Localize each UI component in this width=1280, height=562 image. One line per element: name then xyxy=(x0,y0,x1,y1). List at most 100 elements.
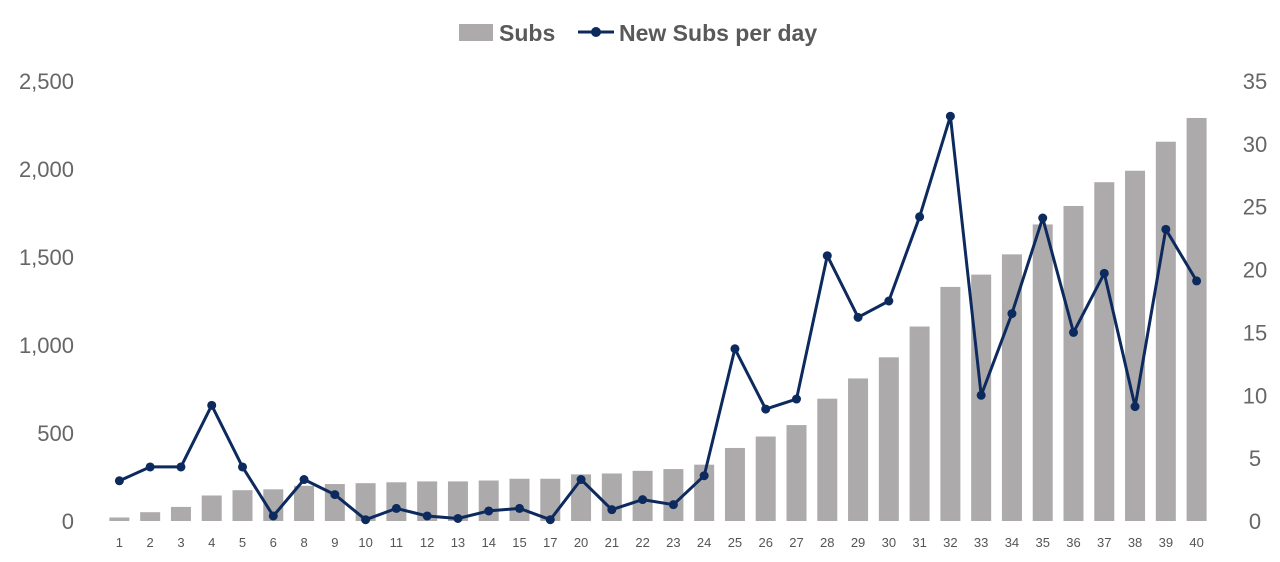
x-tick-label: 36 xyxy=(1066,535,1080,550)
new-subs-per-day-point xyxy=(1192,276,1202,286)
new-subs-per-day-point xyxy=(453,513,463,523)
subs-bar xyxy=(909,326,930,521)
x-tick-label: 1 xyxy=(116,535,123,550)
x-tick-label: 35 xyxy=(1035,535,1049,550)
subs-bar xyxy=(109,517,130,521)
new-subs-per-day-point xyxy=(822,251,832,261)
x-tick-label: 11 xyxy=(390,535,404,550)
subs-bar xyxy=(201,495,222,521)
subs-bar xyxy=(355,483,376,521)
legend-label-new-subs-per-day: New Subs per day xyxy=(619,20,817,46)
new-subs-per-day-point xyxy=(884,296,894,306)
new-subs-per-day-point xyxy=(1038,213,1048,223)
y-left-tick-label: 2,500 xyxy=(19,69,74,94)
y-right-tick-label: 20 xyxy=(1243,258,1267,283)
subs-bar xyxy=(509,478,530,521)
subs-bar xyxy=(1155,141,1176,521)
x-tick-label: 9 xyxy=(331,535,338,550)
new-subs-per-day-point xyxy=(484,506,494,516)
x-tick-label: 20 xyxy=(574,535,588,550)
x-tick-label: 38 xyxy=(1128,535,1142,550)
y-left-tick-label: 0 xyxy=(62,509,74,534)
subs-bar xyxy=(786,425,807,521)
x-tick-label: 10 xyxy=(358,535,372,550)
new-subs-per-day-point xyxy=(1099,268,1109,278)
x-tick-label: 2 xyxy=(147,535,154,550)
x-tick-label: 25 xyxy=(728,535,742,550)
subs-bar xyxy=(817,398,838,521)
new-subs-per-day-point xyxy=(515,503,524,513)
x-tick-label: 12 xyxy=(420,535,434,550)
subs-bar xyxy=(294,485,315,521)
legend-swatch-new-subs-marker xyxy=(591,27,601,37)
y-axis-right: 0 5 10 15 20 25 30 35 xyxy=(1243,69,1267,534)
new-subs-per-day-point xyxy=(391,503,401,513)
y-right-tick-label: 15 xyxy=(1243,320,1267,345)
subs-bar xyxy=(232,490,253,521)
x-tick-label: 6 xyxy=(270,535,277,550)
x-tick-label: 33 xyxy=(974,535,988,550)
subs-bar xyxy=(1001,254,1022,522)
new-subs-per-day-series xyxy=(114,111,1202,525)
subs-bar xyxy=(1032,224,1053,521)
legend: Subs New Subs per day xyxy=(459,20,817,46)
new-subs-per-day-point xyxy=(176,462,186,472)
new-subs-per-day-point xyxy=(114,476,124,486)
x-tick-label: 14 xyxy=(481,535,495,550)
subs-bar xyxy=(940,286,961,521)
subs-bar xyxy=(417,481,438,521)
new-subs-per-day-point xyxy=(1130,402,1140,412)
x-tick-label: 15 xyxy=(512,535,526,550)
x-tick-label: 34 xyxy=(1005,535,1019,550)
new-subs-per-day-point xyxy=(638,495,648,505)
new-subs-per-day-point xyxy=(945,111,955,121)
x-axis: 1 2 3 4 5 6 8 9 10 11 12 13 14 15 17 20 21 22 23 24 25 26 27 28… xyxy=(116,535,1204,550)
new-subs-per-day-point xyxy=(145,462,155,472)
x-tick-label: 13 xyxy=(451,535,465,550)
subs-bar xyxy=(140,512,161,521)
y-right-tick-label: 10 xyxy=(1243,383,1267,408)
subs-bar xyxy=(1125,170,1146,521)
subs-bar xyxy=(848,378,869,521)
new-subs-per-day-point xyxy=(422,511,432,521)
new-subs-per-day-point xyxy=(915,212,925,222)
y-left-tick-label: 500 xyxy=(37,421,74,446)
new-subs-per-day-point xyxy=(761,404,771,414)
y-right-tick-label: 5 xyxy=(1249,446,1261,471)
new-subs-per-day-point xyxy=(576,475,586,485)
new-subs-per-day-point xyxy=(299,475,309,485)
new-subs-per-day-point xyxy=(1007,309,1017,319)
subs-bar xyxy=(878,357,899,521)
legend-label-subs: Subs xyxy=(499,20,555,46)
x-tick-label: 17 xyxy=(543,535,557,550)
x-tick-label: 28 xyxy=(820,535,834,550)
subs-bar xyxy=(170,506,191,521)
x-tick-label: 29 xyxy=(851,535,865,550)
x-tick-label: 24 xyxy=(697,535,711,550)
new-subs-per-day-point xyxy=(207,400,217,410)
subs-bar xyxy=(663,469,684,521)
x-tick-label: 30 xyxy=(882,535,896,550)
y-right-tick-label: 0 xyxy=(1249,509,1261,534)
new-subs-per-day-point xyxy=(668,500,678,510)
new-subs-per-day-point xyxy=(607,505,617,515)
x-tick-label: 37 xyxy=(1097,535,1111,550)
legend-swatch-subs xyxy=(459,24,493,41)
subs-bar xyxy=(447,481,468,521)
x-tick-label: 5 xyxy=(239,535,246,550)
x-tick-label: 4 xyxy=(208,535,215,550)
new-subs-per-day-point xyxy=(238,462,247,472)
new-subs-per-day-point xyxy=(545,515,555,525)
x-tick-label: 3 xyxy=(177,535,184,550)
subs-bars xyxy=(109,117,1207,522)
x-tick-label: 31 xyxy=(912,535,926,550)
subs-bar xyxy=(724,447,745,521)
x-tick-label: 21 xyxy=(605,535,619,550)
x-tick-label: 40 xyxy=(1189,535,1203,550)
x-tick-label: 23 xyxy=(666,535,680,550)
new-subs-per-day-point xyxy=(792,394,801,404)
new-subs-per-day-point xyxy=(730,344,740,354)
new-subs-per-day-point xyxy=(976,390,986,400)
x-tick-label: 27 xyxy=(789,535,803,550)
